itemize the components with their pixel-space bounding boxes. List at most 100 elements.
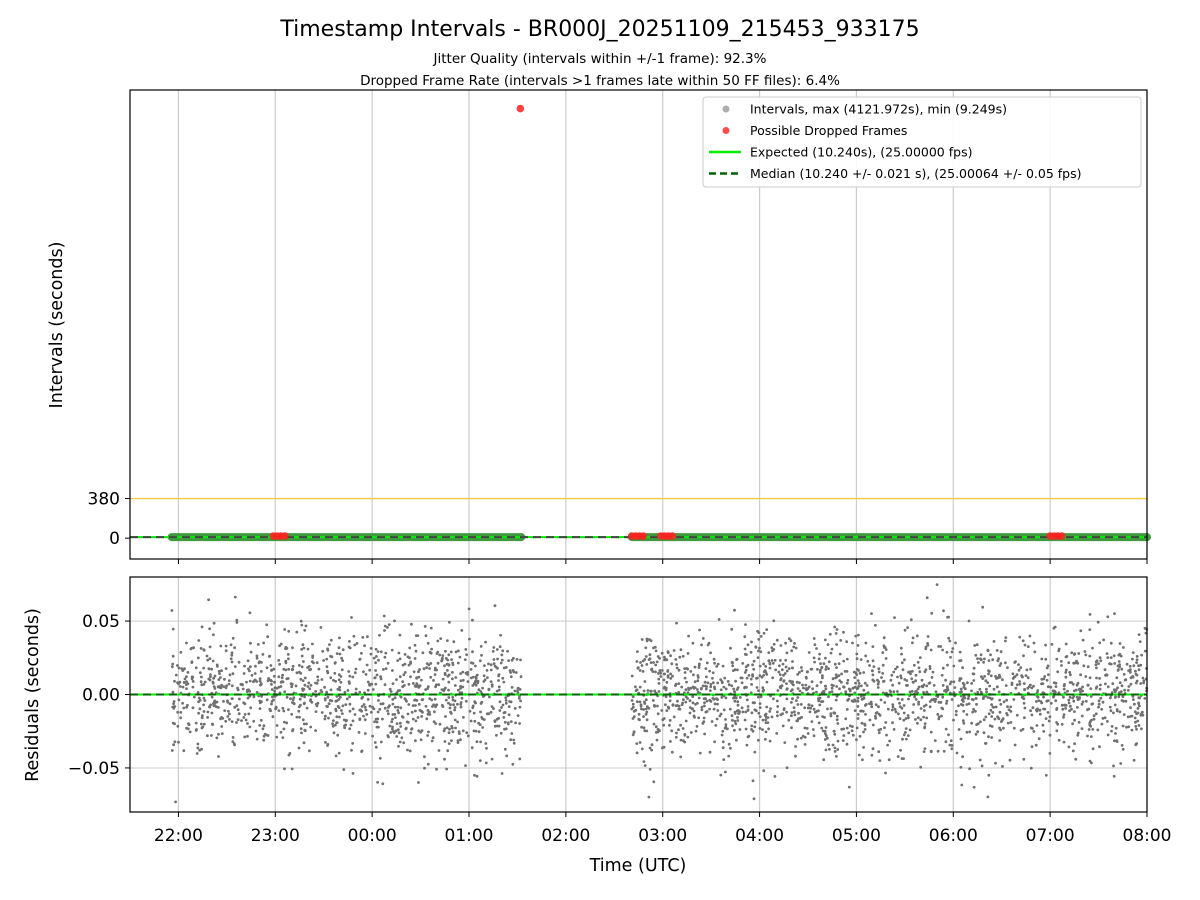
residual-point <box>988 684 992 688</box>
residual-point <box>716 698 719 701</box>
residual-point <box>703 704 706 708</box>
residual-point <box>511 762 515 766</box>
residual-point <box>771 676 775 680</box>
residual-point <box>423 766 426 770</box>
residual-point <box>297 746 301 750</box>
residual-point <box>704 667 708 670</box>
residual-point <box>818 703 822 707</box>
residual-point <box>301 687 304 691</box>
residual-point <box>877 667 881 671</box>
residual-point <box>865 684 869 687</box>
residual-point <box>191 680 195 683</box>
residual-point <box>358 658 362 661</box>
residual-point <box>411 717 415 721</box>
residual-point <box>457 649 460 653</box>
residual-point <box>307 681 311 685</box>
residual-point <box>720 696 724 699</box>
residual-point <box>374 669 377 672</box>
residual-point <box>700 643 703 647</box>
residual-point <box>443 664 446 668</box>
residual-point <box>1021 695 1025 699</box>
residual-point <box>1135 727 1138 731</box>
residual-point <box>504 696 508 700</box>
residual-point <box>242 672 246 675</box>
residual-point <box>974 709 977 713</box>
residual-point <box>1055 657 1059 661</box>
residual-point <box>1004 684 1008 687</box>
residual-point <box>961 719 965 723</box>
residual-point <box>481 695 485 698</box>
residual-point <box>198 707 202 711</box>
residual-point <box>1012 726 1016 730</box>
residual-point <box>206 716 210 719</box>
residual-point <box>828 747 831 751</box>
residual-point <box>868 718 872 722</box>
residual-point <box>784 665 788 669</box>
residual-point <box>891 683 894 687</box>
legend-marker <box>722 127 730 134</box>
residual-point <box>765 705 769 709</box>
residual-point <box>222 700 225 703</box>
residual-point <box>404 726 408 730</box>
residual-point <box>833 625 837 629</box>
residual-point <box>1060 722 1064 726</box>
residual-point <box>299 727 303 731</box>
residual-point <box>657 682 661 685</box>
residual-point <box>1115 676 1119 680</box>
residual-point <box>935 583 939 586</box>
residual-point <box>749 691 753 695</box>
residual-point <box>237 660 241 664</box>
residual-point <box>459 705 463 709</box>
residual-point <box>907 697 910 701</box>
residual-point <box>914 690 917 693</box>
residual-point <box>1035 724 1039 727</box>
residual-point <box>1068 695 1072 699</box>
residual-point <box>260 695 263 698</box>
residual-point <box>198 671 202 675</box>
residual-point <box>448 727 451 731</box>
residual-point <box>812 637 816 640</box>
residual-point <box>398 740 402 744</box>
residual-point <box>1006 666 1009 669</box>
residual-point <box>430 647 433 651</box>
residual-point <box>378 707 382 711</box>
residual-point <box>853 676 857 679</box>
residual-point <box>941 684 945 687</box>
residual-point <box>1135 661 1138 664</box>
residual-point <box>458 655 462 659</box>
residual-point <box>844 717 848 721</box>
residual-point <box>780 668 784 672</box>
residual-point <box>510 658 514 662</box>
residual-point <box>686 652 690 655</box>
residual-point <box>283 690 287 694</box>
residual-point <box>176 724 180 728</box>
residual-point <box>669 740 672 743</box>
residual-point <box>310 660 314 663</box>
residual-point <box>830 690 834 693</box>
residual-point <box>1029 726 1033 730</box>
residual-point <box>722 685 726 689</box>
residual-point <box>177 740 180 744</box>
residual-point <box>481 686 484 690</box>
residual-point <box>371 705 374 709</box>
residual-point <box>979 653 983 657</box>
residual-point <box>856 644 860 647</box>
residual-point <box>374 647 378 651</box>
residual-point <box>1119 762 1123 765</box>
residual-point <box>952 680 956 684</box>
residual-point <box>335 715 339 719</box>
residual-point <box>259 682 263 686</box>
residual-point <box>1045 666 1049 670</box>
residual-point <box>1118 710 1122 714</box>
x-tick-label: 04:00 <box>735 826 784 846</box>
residual-point <box>898 701 901 705</box>
residual-point <box>1121 695 1125 699</box>
residual-point <box>287 629 291 633</box>
residual-point <box>1112 774 1116 778</box>
residual-point <box>809 667 813 671</box>
residual-point <box>458 691 462 694</box>
residual-point <box>183 677 187 681</box>
residual-point <box>819 680 823 684</box>
residual-point <box>1055 729 1059 733</box>
residual-point <box>398 675 402 679</box>
